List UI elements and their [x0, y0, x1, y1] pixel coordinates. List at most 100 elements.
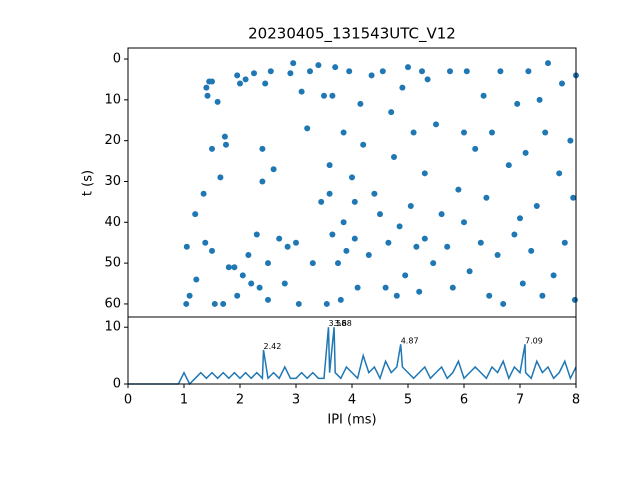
scatter-point [561, 239, 568, 246]
scatter-point [489, 129, 495, 136]
scatter-point [203, 84, 210, 91]
scatter-point [234, 72, 241, 79]
scatter-point [379, 68, 386, 75]
scatter-point [360, 141, 367, 148]
scatter-point [231, 264, 238, 271]
scatter-point [245, 251, 252, 258]
scatter-point [382, 284, 389, 291]
scatter-point [295, 300, 302, 307]
peak-annotation: 4.87 [401, 336, 419, 345]
scatter-point [304, 125, 311, 132]
scatter-point [556, 170, 563, 177]
scatter-point [307, 68, 313, 75]
scatter-point [221, 133, 228, 140]
y-tick-label: 30 [104, 174, 121, 189]
scatter-point [396, 223, 403, 230]
line [128, 327, 577, 386]
scatter-point [234, 292, 241, 299]
scatter-point [494, 251, 501, 258]
scatter-point [444, 243, 451, 250]
scatter-point [293, 239, 299, 246]
x-tick-label: 5 [404, 393, 412, 408]
scatter-point [528, 247, 535, 254]
scatter-point [220, 300, 227, 307]
scatter-point [514, 100, 521, 107]
x-tick-label: 7 [516, 393, 524, 408]
scatter-point [340, 129, 347, 136]
y-tick-label: 40 [104, 215, 121, 230]
scatter-point [505, 162, 512, 169]
scatter-point [202, 239, 209, 246]
y-axis-label: t (s) [81, 170, 96, 196]
scatter-point [351, 198, 358, 205]
chart-title: 20230405_131543UTC_V12 [248, 25, 456, 44]
scatter-point [262, 80, 269, 87]
x-tick-label: 4 [348, 393, 356, 408]
axes-frame [127, 316, 577, 385]
scatter-point [525, 68, 532, 75]
x-tick-label: 0 [124, 393, 132, 408]
scatter-point [517, 215, 523, 222]
scatter-point [511, 231, 518, 238]
scatter-point [204, 92, 211, 99]
scatter-point [343, 247, 350, 254]
scatter-point [571, 296, 578, 303]
scatter-point [449, 284, 456, 291]
scatter-point [225, 264, 232, 271]
scatter-point [413, 243, 420, 250]
peak-annotation: 3.68 [334, 319, 352, 328]
peak-annotation: 2.42 [264, 342, 282, 351]
scatter-point [567, 137, 574, 144]
y-tick-label: 60 [104, 296, 121, 311]
scatter-point [270, 166, 277, 173]
scatter-point [497, 68, 504, 75]
scatter-point [315, 62, 322, 69]
scatter-point [391, 153, 397, 160]
x-tick-label: 3 [292, 393, 300, 408]
scatter-point [321, 92, 327, 99]
scatter-point [340, 219, 347, 226]
scatter-point [351, 235, 358, 242]
y-tick-label: 20 [104, 133, 121, 148]
scatter-point [480, 92, 487, 99]
scatter-point [346, 68, 353, 75]
scatter-point [186, 292, 193, 299]
scatter-point [209, 78, 215, 85]
scatter-point [461, 129, 467, 136]
scatter-point [550, 272, 557, 279]
scatter-point [371, 190, 378, 197]
scatter-point [421, 235, 428, 242]
scatter-point [214, 98, 221, 105]
scatter-point [337, 296, 344, 303]
scatter-point [447, 68, 453, 75]
scatter-point [500, 300, 507, 307]
scatter-point [329, 92, 336, 99]
scatter-point [281, 280, 288, 287]
x-axis-label: IPI (ms) [327, 413, 376, 428]
scatter-point [522, 149, 529, 156]
scatter-point [242, 76, 249, 83]
scatter-point [349, 174, 355, 181]
scatter-point [223, 141, 229, 148]
scatter-point [365, 251, 372, 258]
scatter-point [265, 296, 271, 303]
scatter-point [533, 202, 540, 209]
scatter-point [559, 80, 565, 87]
scatter-point [192, 211, 199, 218]
scatter-point [200, 190, 207, 197]
scatter-point [209, 145, 215, 152]
scatter-point [265, 260, 271, 267]
scatter-point [368, 72, 375, 79]
scatter-point [421, 170, 428, 177]
scatter-point [318, 198, 325, 205]
scatter-point [377, 211, 383, 218]
scatter-point [183, 243, 190, 250]
scatter-point [354, 284, 361, 291]
x-tick-label: 2 [236, 393, 244, 408]
scatter-point [461, 219, 467, 226]
scatter-point [430, 260, 437, 267]
scatter-point [542, 129, 549, 136]
scatter-point [424, 76, 431, 83]
scatter-point [385, 239, 392, 246]
